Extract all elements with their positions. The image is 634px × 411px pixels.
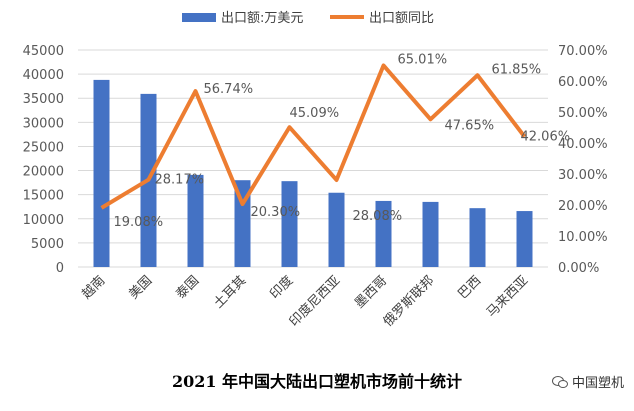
data-label: 61.85%: [492, 62, 542, 77]
category-label: 俄罗斯联邦: [381, 273, 438, 330]
data-label: 56.74%: [204, 82, 254, 97]
data-label: 20.30%: [251, 205, 301, 220]
category-label: 印度: [267, 273, 297, 303]
legend-line-label: 出口额同比: [369, 11, 434, 26]
data-label: 45.09%: [290, 106, 340, 121]
right-tick-label: 70.00%: [558, 44, 608, 59]
bar: [516, 211, 533, 267]
category-label: 马来西亚: [484, 273, 531, 320]
right-tick-label: 10.00%: [558, 230, 608, 245]
left-tick-label: 35000: [23, 92, 64, 107]
bar: [281, 181, 298, 267]
chart-title: 2021 年中国大陆出口塑机市场前十统计: [171, 372, 463, 391]
wechat-icon: [551, 375, 568, 388]
bar: [375, 200, 392, 267]
left-tick-label: 40000: [23, 68, 64, 83]
left-tick-label: 30000: [23, 116, 64, 131]
category-label: 墨西哥: [352, 273, 390, 311]
bar: [234, 180, 251, 267]
category-label: 美国: [126, 273, 155, 302]
watermark-text: 中国塑机: [571, 376, 624, 391]
category-label: 印度尼西亚: [286, 273, 343, 330]
data-label: 42.06%: [521, 130, 571, 145]
left-tick-label: 45000: [23, 44, 64, 59]
category-label: 巴西: [455, 273, 484, 302]
legend-bar-swatch: [182, 13, 216, 22]
right-tick-label: 30.00%: [558, 168, 608, 183]
chart: 0 5000 10000 15000 20000 25000 30000 35000 40000…: [23, 11, 608, 330]
bar: [187, 174, 204, 267]
left-tick-label: 10000: [23, 213, 64, 228]
data-label: 19.08%: [114, 215, 164, 230]
data-label: 28.17%: [155, 173, 205, 188]
left-tick-label: 0: [56, 261, 64, 276]
bar: [469, 208, 486, 267]
category-label: 越南: [79, 273, 109, 303]
right-tick-label: 20.00%: [558, 199, 608, 214]
right-tick-label: 0.00%: [558, 261, 599, 276]
bar: [93, 79, 110, 267]
right-tick-label: 50.00%: [558, 106, 608, 121]
watermark: 中国塑机: [551, 372, 624, 391]
left-tick-label: 25000: [23, 140, 64, 155]
right-tick-label: 60.00%: [558, 75, 608, 90]
left-tick-label: 5000: [31, 237, 64, 252]
legend-bar-label: 出口额:万美元: [221, 11, 303, 26]
category-label: 土耳其: [211, 273, 249, 311]
right-tick-label: 40.00%: [558, 137, 608, 152]
data-label: 47.65%: [445, 118, 495, 133]
data-label: 28.08%: [353, 209, 403, 224]
data-label: 65.01%: [398, 52, 448, 67]
bar: [422, 201, 439, 267]
category-label: 泰国: [173, 273, 202, 302]
line-series: [100, 63, 527, 210]
left-tick-label: 15000: [23, 189, 64, 204]
bar: [328, 192, 345, 267]
left-tick-label: 20000: [23, 165, 64, 180]
